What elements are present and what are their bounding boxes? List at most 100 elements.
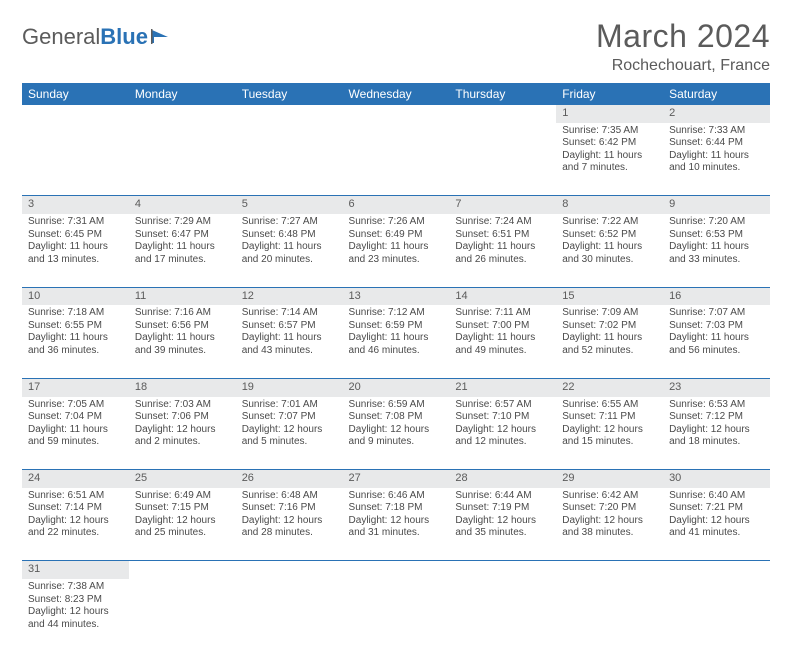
daynum-row: 10111213141516 (22, 287, 770, 305)
day-line: and 35 minutes. (455, 527, 550, 540)
day-line: Sunset: 7:15 PM (135, 502, 230, 515)
day-cell: Sunrise: 6:44 AMSunset: 7:19 PMDaylight:… (449, 488, 556, 561)
day-cell: Sunrise: 7:12 AMSunset: 6:59 PMDaylight:… (343, 305, 450, 378)
day-line: and 28 minutes. (242, 527, 337, 540)
day-line: Daylight: 11 hours (349, 332, 444, 345)
day-number-cell (449, 105, 556, 123)
day-line: Sunrise: 6:46 AM (349, 490, 444, 503)
day-line: Sunset: 7:19 PM (455, 502, 550, 515)
title-block: March 2024 Rochechouart, France (596, 18, 770, 75)
day-data-row: Sunrise: 7:18 AMSunset: 6:55 PMDaylight:… (22, 305, 770, 378)
day-line: Sunset: 7:08 PM (349, 411, 444, 424)
header: GeneralBlue March 2024 Rochechouart, Fra… (22, 18, 770, 75)
day-line: Daylight: 11 hours (669, 332, 764, 345)
logo: GeneralBlue (22, 18, 173, 50)
day-cell (236, 579, 343, 652)
day-line: Daylight: 12 hours (242, 515, 337, 528)
day-cell: Sunrise: 6:40 AMSunset: 7:21 PMDaylight:… (663, 488, 770, 561)
day-line: and 22 minutes. (28, 527, 123, 540)
day-cell (343, 123, 450, 196)
weekday-header: Sunday (22, 83, 129, 105)
day-cell: Sunrise: 6:51 AMSunset: 7:14 PMDaylight:… (22, 488, 129, 561)
day-number-cell: 27 (343, 470, 450, 488)
day-number-cell (663, 561, 770, 579)
day-cell: Sunrise: 7:09 AMSunset: 7:02 PMDaylight:… (556, 305, 663, 378)
day-line: Daylight: 11 hours (28, 424, 123, 437)
day-number-cell: 18 (129, 378, 236, 396)
day-line: Daylight: 11 hours (562, 150, 657, 163)
day-number-cell: 19 (236, 378, 343, 396)
day-line: Sunrise: 7:14 AM (242, 307, 337, 320)
day-line: Sunset: 8:23 PM (28, 594, 123, 607)
day-line: Daylight: 12 hours (28, 515, 123, 528)
day-cell: Sunrise: 6:46 AMSunset: 7:18 PMDaylight:… (343, 488, 450, 561)
day-cell (129, 579, 236, 652)
day-line: Sunset: 6:59 PM (349, 320, 444, 333)
day-number-cell: 3 (22, 196, 129, 214)
weekday-header: Thursday (449, 83, 556, 105)
day-cell: Sunrise: 7:33 AMSunset: 6:44 PMDaylight:… (663, 123, 770, 196)
day-line: Sunset: 7:07 PM (242, 411, 337, 424)
day-cell: Sunrise: 7:03 AMSunset: 7:06 PMDaylight:… (129, 397, 236, 470)
day-number-cell: 4 (129, 196, 236, 214)
day-line: and 41 minutes. (669, 527, 764, 540)
weekday-header: Saturday (663, 83, 770, 105)
day-line: Sunset: 7:12 PM (669, 411, 764, 424)
day-line: Daylight: 12 hours (455, 424, 550, 437)
day-line: Sunrise: 7:22 AM (562, 216, 657, 229)
day-cell: Sunrise: 6:53 AMSunset: 7:12 PMDaylight:… (663, 397, 770, 470)
day-line: and 49 minutes. (455, 345, 550, 358)
weekday-header: Monday (129, 83, 236, 105)
daynum-row: 24252627282930 (22, 470, 770, 488)
day-line: Sunrise: 7:18 AM (28, 307, 123, 320)
day-line: Sunrise: 7:09 AM (562, 307, 657, 320)
day-line: Sunrise: 7:31 AM (28, 216, 123, 229)
day-cell: Sunrise: 7:11 AMSunset: 7:00 PMDaylight:… (449, 305, 556, 378)
day-line: Sunrise: 6:55 AM (562, 399, 657, 412)
day-line: and 13 minutes. (28, 254, 123, 267)
day-cell (449, 123, 556, 196)
day-line: Sunrise: 7:24 AM (455, 216, 550, 229)
day-line: and 38 minutes. (562, 527, 657, 540)
day-cell: Sunrise: 7:18 AMSunset: 6:55 PMDaylight:… (22, 305, 129, 378)
day-line: Sunrise: 6:49 AM (135, 490, 230, 503)
day-number-cell: 28 (449, 470, 556, 488)
daynum-row: 31 (22, 561, 770, 579)
day-line: and 56 minutes. (669, 345, 764, 358)
day-number-cell (343, 105, 450, 123)
day-number-cell: 8 (556, 196, 663, 214)
day-line: and 10 minutes. (669, 162, 764, 175)
day-number-cell: 26 (236, 470, 343, 488)
day-cell: Sunrise: 7:31 AMSunset: 6:45 PMDaylight:… (22, 214, 129, 287)
day-line: Sunrise: 7:38 AM (28, 581, 123, 594)
day-line: Daylight: 11 hours (28, 332, 123, 345)
day-line: Daylight: 12 hours (242, 424, 337, 437)
day-number-cell: 21 (449, 378, 556, 396)
day-number-cell (236, 561, 343, 579)
day-line: and 31 minutes. (349, 527, 444, 540)
day-number-cell: 17 (22, 378, 129, 396)
day-cell: Sunrise: 7:26 AMSunset: 6:49 PMDaylight:… (343, 214, 450, 287)
day-line: Daylight: 11 hours (562, 241, 657, 254)
day-line: and 26 minutes. (455, 254, 550, 267)
day-line: and 43 minutes. (242, 345, 337, 358)
day-cell: Sunrise: 6:55 AMSunset: 7:11 PMDaylight:… (556, 397, 663, 470)
day-line: Daylight: 12 hours (349, 424, 444, 437)
day-line: Daylight: 12 hours (562, 424, 657, 437)
day-line: Daylight: 11 hours (242, 241, 337, 254)
day-line: and 52 minutes. (562, 345, 657, 358)
day-cell: Sunrise: 6:42 AMSunset: 7:20 PMDaylight:… (556, 488, 663, 561)
day-line: Sunset: 6:49 PM (349, 229, 444, 242)
day-line: Daylight: 11 hours (28, 241, 123, 254)
day-line: Sunset: 7:20 PM (562, 502, 657, 515)
day-line: Daylight: 11 hours (669, 150, 764, 163)
day-line: Sunset: 7:10 PM (455, 411, 550, 424)
day-line: Sunset: 6:55 PM (28, 320, 123, 333)
day-cell: Sunrise: 7:22 AMSunset: 6:52 PMDaylight:… (556, 214, 663, 287)
day-line: Daylight: 11 hours (349, 241, 444, 254)
day-number-cell: 14 (449, 287, 556, 305)
day-data-row: Sunrise: 6:51 AMSunset: 7:14 PMDaylight:… (22, 488, 770, 561)
day-line: and 59 minutes. (28, 436, 123, 449)
day-number-cell: 7 (449, 196, 556, 214)
day-line: Sunset: 7:14 PM (28, 502, 123, 515)
